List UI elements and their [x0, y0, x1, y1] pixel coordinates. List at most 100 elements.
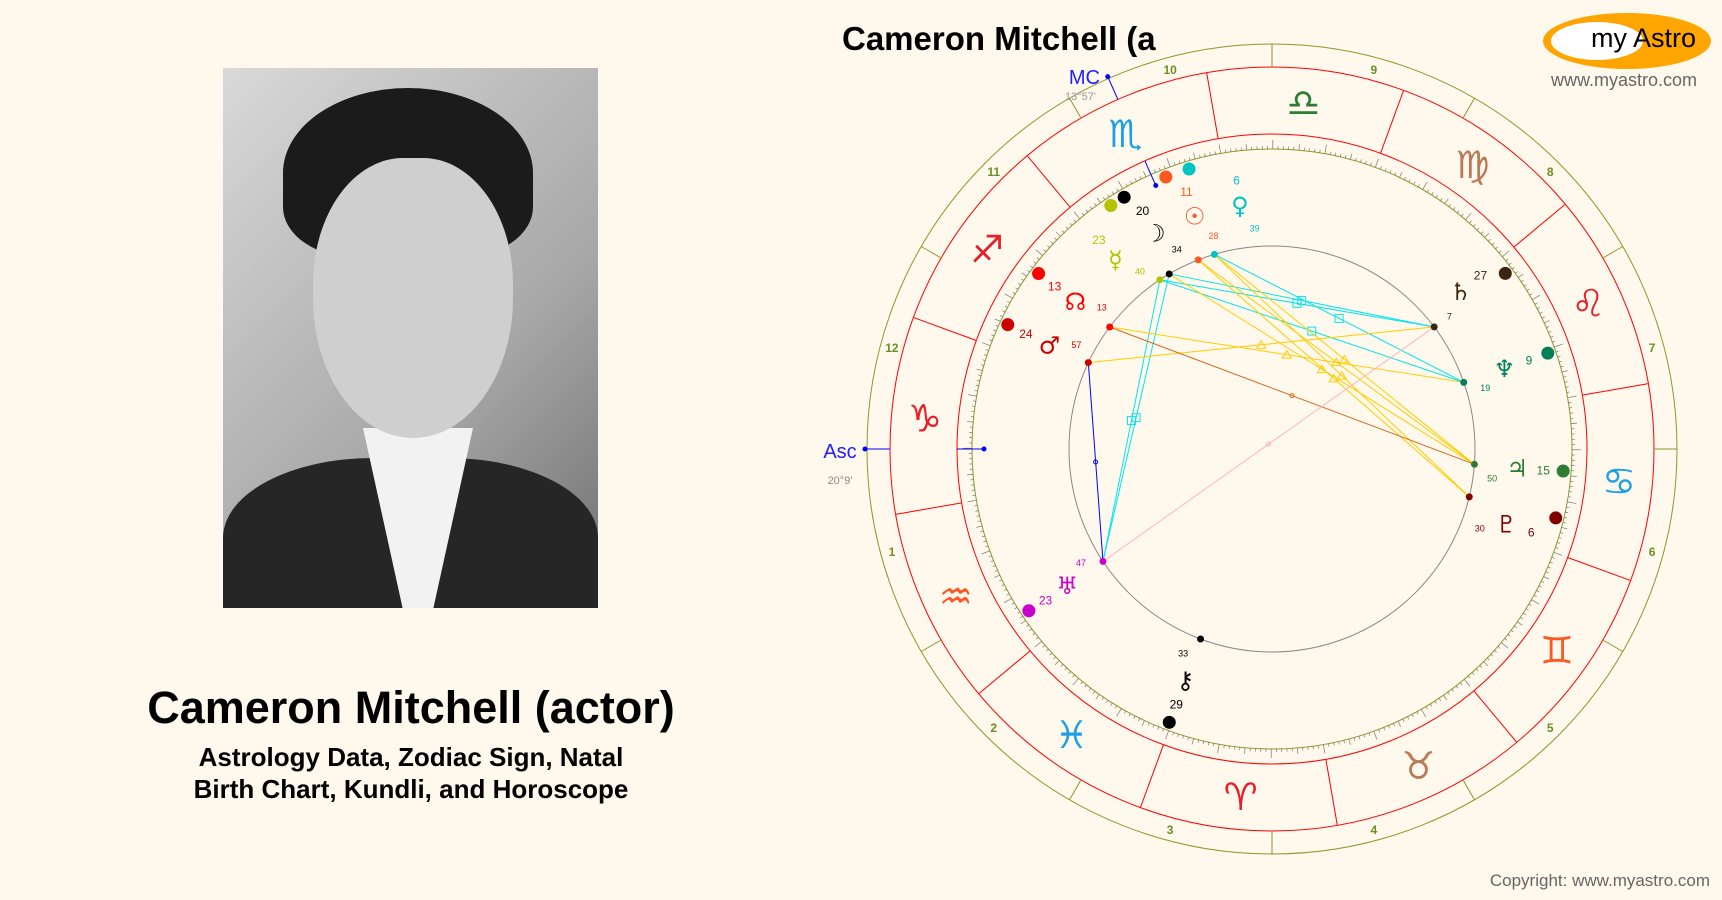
degree-tick [1324, 144, 1327, 154]
planet-minute-chiron: 33 [1178, 648, 1188, 658]
degree-tick [999, 579, 1003, 582]
aspect-symbol-square [1126, 416, 1136, 426]
degree-tick [1027, 269, 1030, 273]
degree-tick [1004, 305, 1008, 308]
planet-glyph-saturn: ♄ [1450, 278, 1472, 306]
planet-dot-moon [1117, 190, 1131, 204]
planet-degree-moon: 20 [1136, 204, 1150, 218]
degree-tick [1193, 153, 1196, 160]
planet-degree-uranus: 23 [1039, 594, 1053, 608]
chart-title: Cameron Mitchell (a [842, 20, 1156, 57]
degree-tick [999, 315, 1003, 318]
degree-tick [1344, 155, 1347, 159]
degree-tick [1050, 241, 1054, 245]
degree-tick [1541, 316, 1545, 319]
degree-tick [1060, 664, 1064, 667]
planet-glyph-chiron: ⚷ [1177, 666, 1195, 694]
planet-degree-mars: 24 [1019, 327, 1033, 341]
degree-tick [1117, 180, 1123, 189]
degree-tick [985, 349, 989, 351]
degree-tick [1368, 732, 1371, 736]
aspect-symbol-sextile [1093, 459, 1099, 465]
degree-tick [1011, 602, 1015, 605]
degree-tick [1021, 278, 1024, 281]
degree-tick [1487, 657, 1490, 661]
aspect-line-trine [1197, 259, 1470, 498]
degree-tick [1073, 219, 1077, 223]
sign-glyph-leo: ♌ [1571, 282, 1605, 326]
page-subtitle-line1: Astrology Data, Zodiac Sign, Natal [198, 742, 624, 772]
degree-tick [1033, 261, 1037, 264]
degree-tick [1422, 181, 1428, 190]
house-number: 5 [1547, 721, 1554, 735]
degree-tick [1549, 561, 1553, 564]
degree-tick [1570, 475, 1577, 477]
degree-tick [1163, 165, 1166, 169]
degree-tick [1555, 350, 1559, 353]
myastro-logo[interactable]: my Astro [1543, 13, 1711, 69]
planet-aspect-point-uranus [1099, 557, 1107, 565]
degree-tick [967, 499, 977, 503]
degree-tick [976, 379, 980, 382]
aspect-line-quincunx [1109, 326, 1475, 465]
degree-tick [977, 520, 981, 522]
degree-tick [1514, 271, 1518, 274]
degree-tick [978, 374, 982, 377]
degree-tick [1373, 731, 1378, 740]
sign-boundary-line [1380, 90, 1405, 154]
midheaven-label: MC [1069, 67, 1100, 89]
degree-tick [1046, 648, 1049, 652]
degree-tick [1517, 273, 1524, 278]
site-url[interactable]: www.myastro.com [1551, 70, 1698, 90]
degree-tick [1505, 258, 1509, 262]
degree-tick [1528, 603, 1532, 607]
degree-tick [1425, 706, 1428, 710]
planet-aspect-point-mars [1084, 359, 1092, 367]
planet-glyph-uranus: ♅ [1056, 572, 1078, 600]
degree-tick [1426, 189, 1430, 193]
degree-tick [1072, 678, 1079, 686]
sign-glyph-taurus: ♉ [1401, 744, 1435, 788]
degree-tick [989, 339, 993, 342]
sign-glyph-cancer: ♋ [1602, 459, 1636, 503]
degree-tick [1035, 249, 1043, 256]
aspect-symbol-trine [1336, 370, 1348, 380]
planet-dot-sun [1159, 170, 1173, 184]
aspect-line-square [1214, 253, 1464, 383]
planet-minute-node: 13 [1097, 303, 1107, 313]
degree-tick [1202, 741, 1205, 745]
degree-tick [1510, 629, 1514, 633]
degree-tick [1517, 621, 1523, 626]
aspect-symbol-trine [1281, 349, 1293, 359]
sign-boundary-line [1567, 557, 1631, 582]
aspect-line-sextile [1087, 362, 1104, 562]
degree-tick [1020, 620, 1027, 625]
degree-tick [1069, 223, 1073, 226]
degree-tick [1465, 212, 1472, 220]
degree-tick [1561, 370, 1568, 373]
planet-degree-jupiter: 15 [1537, 463, 1551, 477]
planet-minute-jupiter: 50 [1487, 473, 1497, 483]
degree-tick [1085, 209, 1089, 213]
degree-tick [1106, 699, 1109, 703]
degree-tick [1166, 158, 1171, 167]
degree-tick [980, 364, 984, 366]
degree-tick [1434, 700, 1437, 704]
sign-glyph-capricorn: ♑ [908, 397, 942, 441]
degree-tick [1042, 644, 1046, 648]
degree-tick [1182, 735, 1184, 739]
degree-tick [1538, 585, 1542, 588]
degree-tick [1566, 506, 1570, 508]
degree-tick-ring [971, 148, 1573, 750]
house-number: 11 [987, 165, 1000, 179]
degree-tick [1152, 724, 1155, 728]
degree-tick [1403, 176, 1406, 180]
degree-tick [1520, 279, 1524, 283]
degree-tick [1334, 152, 1337, 156]
degree-tick [1480, 231, 1484, 234]
degree-tick [1476, 227, 1480, 231]
degree-tick [1494, 650, 1497, 653]
degree-tick [980, 530, 984, 533]
degree-tick [1375, 158, 1379, 168]
